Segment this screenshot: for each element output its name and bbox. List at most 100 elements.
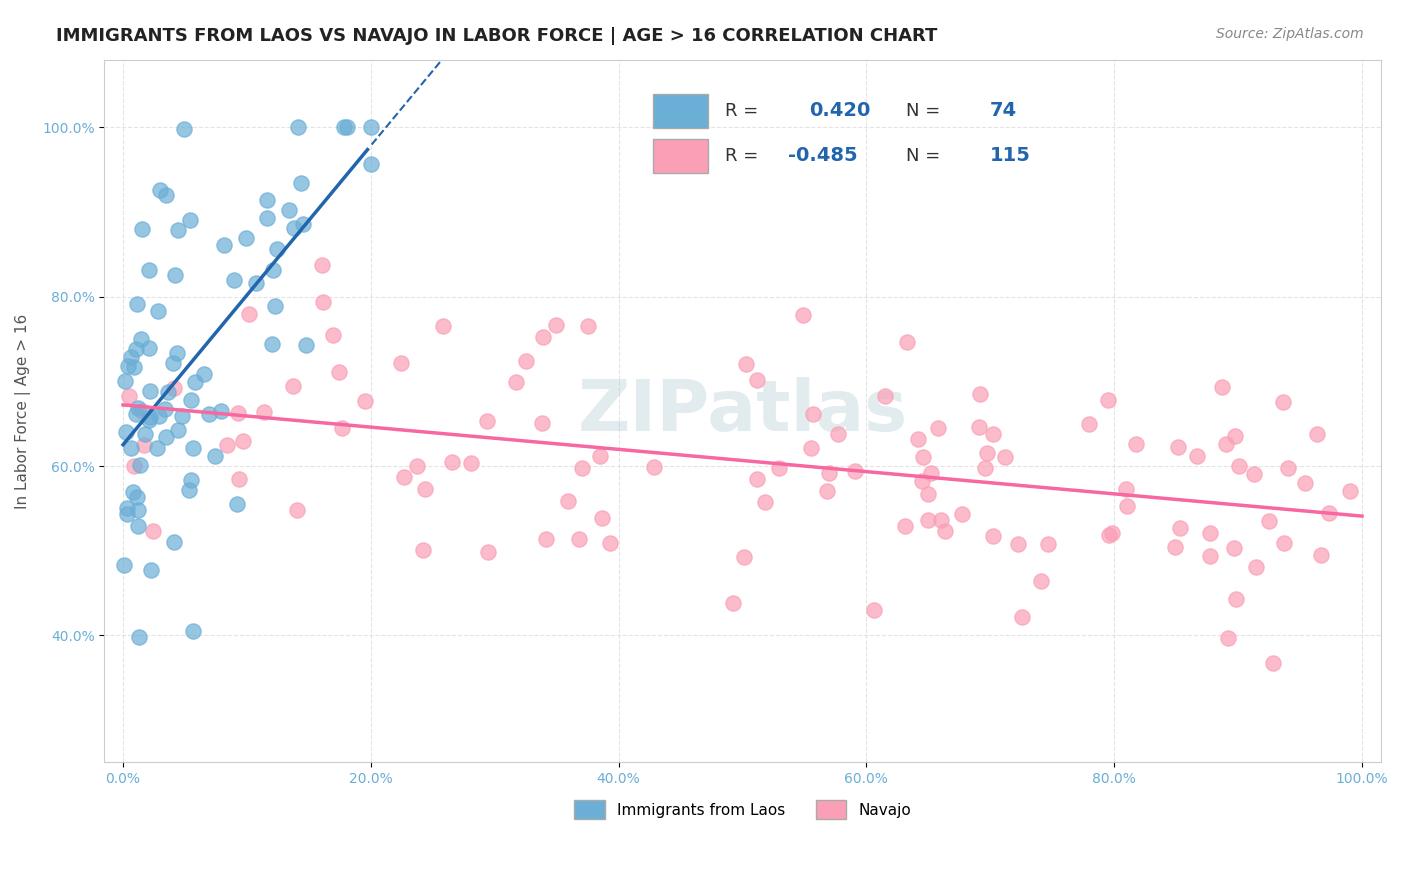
Point bbox=[406, 459, 429, 474]
Point bbox=[266, 242, 288, 256]
Point bbox=[1199, 526, 1222, 541]
Point bbox=[193, 367, 215, 381]
Point bbox=[138, 413, 160, 427]
Point bbox=[131, 222, 153, 236]
Point bbox=[432, 318, 454, 333]
Point bbox=[184, 375, 207, 389]
Point bbox=[505, 375, 527, 389]
Point bbox=[117, 501, 139, 516]
Point bbox=[1011, 610, 1033, 624]
Point bbox=[238, 307, 260, 321]
Point bbox=[415, 482, 437, 496]
Point bbox=[927, 421, 949, 435]
Point bbox=[1227, 458, 1250, 473]
Point bbox=[571, 461, 593, 475]
Point bbox=[544, 318, 567, 332]
Point bbox=[1215, 437, 1237, 451]
Point bbox=[181, 442, 204, 456]
Point bbox=[1223, 541, 1246, 555]
Point bbox=[723, 596, 745, 610]
Point bbox=[911, 450, 934, 464]
Point bbox=[643, 459, 665, 474]
Point bbox=[557, 493, 579, 508]
Point bbox=[1125, 437, 1147, 451]
Point bbox=[263, 299, 285, 313]
Point bbox=[155, 188, 177, 202]
Point bbox=[228, 472, 250, 486]
Point bbox=[139, 384, 162, 398]
Point bbox=[952, 508, 974, 522]
Point bbox=[245, 276, 267, 290]
Point bbox=[792, 309, 814, 323]
Legend: Immigrants from Laos, Navajo: Immigrants from Laos, Navajo bbox=[568, 794, 917, 825]
Text: ZIPatlas: ZIPatlas bbox=[578, 376, 907, 445]
Point bbox=[360, 157, 382, 171]
Point bbox=[911, 475, 934, 489]
Point bbox=[170, 409, 193, 424]
Point bbox=[311, 258, 333, 272]
Point bbox=[333, 120, 356, 135]
Point bbox=[114, 425, 136, 440]
Point bbox=[599, 536, 621, 550]
Point bbox=[994, 450, 1017, 465]
Point bbox=[440, 455, 463, 469]
Point bbox=[1271, 395, 1294, 409]
Point bbox=[127, 503, 149, 517]
Point bbox=[1246, 559, 1268, 574]
Point bbox=[920, 466, 942, 480]
Point bbox=[827, 427, 849, 442]
Point bbox=[354, 393, 377, 408]
Point bbox=[515, 354, 537, 368]
Point bbox=[114, 374, 136, 388]
Point bbox=[173, 122, 195, 136]
Point bbox=[124, 407, 146, 421]
Point bbox=[287, 120, 309, 135]
Point bbox=[149, 184, 172, 198]
Point bbox=[768, 461, 790, 475]
Point bbox=[128, 631, 150, 645]
Point bbox=[118, 389, 141, 403]
Point bbox=[917, 513, 939, 527]
Point bbox=[292, 217, 315, 231]
Point bbox=[162, 356, 184, 370]
Point bbox=[531, 329, 554, 343]
Point bbox=[1078, 417, 1101, 432]
Point bbox=[120, 350, 142, 364]
Point bbox=[128, 458, 150, 472]
Point bbox=[1243, 467, 1265, 482]
Point bbox=[127, 401, 149, 415]
Point bbox=[278, 202, 301, 217]
Point bbox=[1168, 521, 1191, 535]
Point bbox=[167, 223, 190, 237]
Point bbox=[1218, 631, 1240, 645]
Y-axis label: In Labor Force | Age > 16: In Labor Force | Age > 16 bbox=[15, 313, 31, 508]
Point bbox=[389, 356, 412, 370]
Point bbox=[162, 381, 184, 395]
Point bbox=[253, 405, 276, 419]
Point bbox=[138, 263, 160, 277]
Point bbox=[1036, 537, 1059, 551]
Point bbox=[295, 338, 318, 352]
Point bbox=[1317, 506, 1340, 520]
Point bbox=[568, 532, 591, 546]
Point bbox=[180, 474, 202, 488]
Point bbox=[285, 503, 308, 517]
Point bbox=[226, 497, 249, 511]
Point bbox=[120, 441, 142, 455]
Point bbox=[115, 507, 138, 521]
Point bbox=[907, 433, 929, 447]
Point bbox=[1115, 482, 1137, 496]
Point bbox=[1029, 574, 1052, 588]
Point bbox=[477, 545, 499, 559]
Point bbox=[969, 386, 991, 401]
Point bbox=[124, 342, 146, 356]
Point bbox=[475, 414, 498, 428]
Point bbox=[1098, 527, 1121, 541]
Point bbox=[290, 177, 312, 191]
Point bbox=[180, 393, 202, 408]
Point bbox=[163, 534, 186, 549]
Point bbox=[974, 461, 997, 475]
Point bbox=[204, 449, 226, 463]
Point bbox=[1101, 525, 1123, 540]
Point bbox=[873, 389, 896, 403]
